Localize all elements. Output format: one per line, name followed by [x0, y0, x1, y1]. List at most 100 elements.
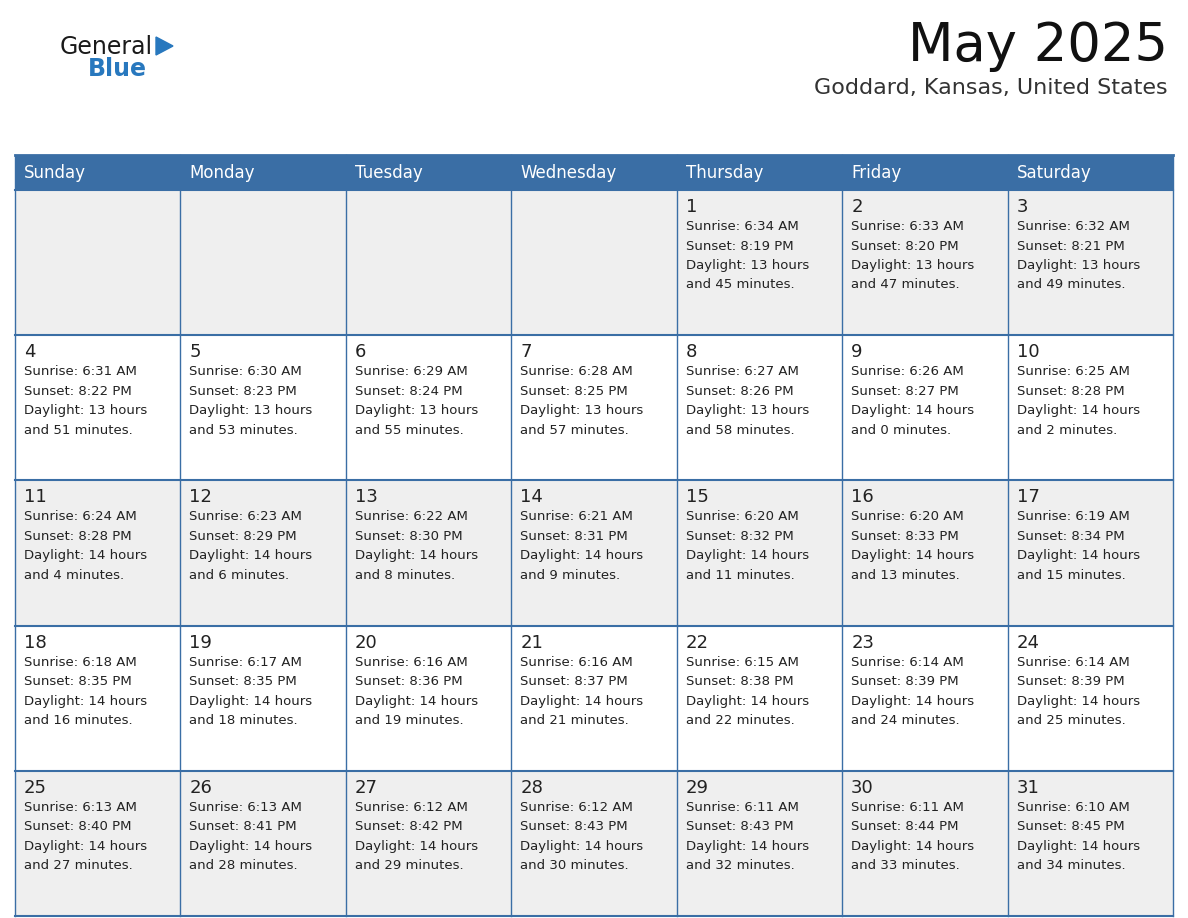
Text: 22: 22 [685, 633, 709, 652]
Text: 24: 24 [1017, 633, 1040, 652]
Bar [181, 625, 346, 771]
Bar [346, 190, 511, 335]
Text: Daylight: 13 hours: Daylight: 13 hours [851, 259, 974, 272]
Text: Sunset: 8:20 PM: Sunset: 8:20 PM [851, 240, 959, 252]
Text: Daylight: 13 hours: Daylight: 13 hours [685, 404, 809, 417]
Text: Daylight: 14 hours: Daylight: 14 hours [24, 840, 147, 853]
Text: Daylight: 14 hours: Daylight: 14 hours [685, 549, 809, 563]
Text: Sunrise: 6:31 AM: Sunrise: 6:31 AM [24, 365, 137, 378]
Text: Sunrise: 6:11 AM: Sunrise: 6:11 AM [685, 800, 798, 813]
Text: Sunset: 8:32 PM: Sunset: 8:32 PM [685, 530, 794, 543]
Text: and 55 minutes.: and 55 minutes. [355, 424, 463, 437]
Bar [15, 625, 181, 771]
Text: and 24 minutes.: and 24 minutes. [851, 714, 960, 727]
Text: and 33 minutes.: and 33 minutes. [851, 859, 960, 872]
Text: 8: 8 [685, 343, 697, 361]
Text: Daylight: 14 hours: Daylight: 14 hours [851, 695, 974, 708]
Text: Sunrise: 6:11 AM: Sunrise: 6:11 AM [851, 800, 963, 813]
Bar [677, 155, 842, 190]
Text: Sunset: 8:44 PM: Sunset: 8:44 PM [851, 821, 959, 834]
Text: and 49 minutes.: and 49 minutes. [1017, 278, 1125, 292]
Text: Sunrise: 6:34 AM: Sunrise: 6:34 AM [685, 220, 798, 233]
Bar [511, 155, 677, 190]
Text: Sunset: 8:19 PM: Sunset: 8:19 PM [685, 240, 794, 252]
Text: Sunset: 8:42 PM: Sunset: 8:42 PM [355, 821, 462, 834]
Text: Daylight: 13 hours: Daylight: 13 hours [355, 404, 478, 417]
Bar [181, 190, 346, 335]
Text: Daylight: 14 hours: Daylight: 14 hours [189, 695, 312, 708]
Bar [677, 190, 842, 335]
Text: Daylight: 14 hours: Daylight: 14 hours [685, 840, 809, 853]
Text: 12: 12 [189, 488, 213, 507]
Bar [346, 155, 511, 190]
Text: Sunrise: 6:16 AM: Sunrise: 6:16 AM [355, 655, 468, 668]
Text: and 9 minutes.: and 9 minutes. [520, 569, 620, 582]
Bar [677, 771, 842, 916]
Text: 25: 25 [24, 778, 48, 797]
Text: Sunset: 8:35 PM: Sunset: 8:35 PM [24, 675, 132, 688]
Text: 2: 2 [851, 198, 862, 216]
Text: Sunrise: 6:12 AM: Sunrise: 6:12 AM [520, 800, 633, 813]
Text: Daylight: 14 hours: Daylight: 14 hours [520, 840, 644, 853]
Text: and 6 minutes.: and 6 minutes. [189, 569, 290, 582]
Bar [842, 335, 1007, 480]
Text: Sunset: 8:22 PM: Sunset: 8:22 PM [24, 385, 132, 397]
Bar [511, 335, 677, 480]
Bar [677, 480, 842, 625]
Text: 19: 19 [189, 633, 213, 652]
Text: and 22 minutes.: and 22 minutes. [685, 714, 795, 727]
Text: Sunrise: 6:32 AM: Sunrise: 6:32 AM [1017, 220, 1130, 233]
Text: Sunrise: 6:26 AM: Sunrise: 6:26 AM [851, 365, 963, 378]
Text: and 45 minutes.: and 45 minutes. [685, 278, 795, 292]
Text: and 16 minutes.: and 16 minutes. [24, 714, 133, 727]
Text: and 28 minutes.: and 28 minutes. [189, 859, 298, 872]
Text: Daylight: 14 hours: Daylight: 14 hours [851, 549, 974, 563]
Text: Daylight: 14 hours: Daylight: 14 hours [1017, 840, 1139, 853]
Text: Sunrise: 6:15 AM: Sunrise: 6:15 AM [685, 655, 798, 668]
Text: Sunrise: 6:22 AM: Sunrise: 6:22 AM [355, 510, 468, 523]
Text: Sunrise: 6:33 AM: Sunrise: 6:33 AM [851, 220, 963, 233]
Bar [677, 335, 842, 480]
Text: and 51 minutes.: and 51 minutes. [24, 424, 133, 437]
Text: Daylight: 14 hours: Daylight: 14 hours [355, 695, 478, 708]
Text: Sunday: Sunday [24, 163, 86, 182]
Text: Sunrise: 6:20 AM: Sunrise: 6:20 AM [851, 510, 963, 523]
Text: Sunrise: 6:13 AM: Sunrise: 6:13 AM [24, 800, 137, 813]
Text: Sunrise: 6:29 AM: Sunrise: 6:29 AM [355, 365, 468, 378]
Text: Wednesday: Wednesday [520, 163, 617, 182]
Bar [15, 335, 181, 480]
Text: and 47 minutes.: and 47 minutes. [851, 278, 960, 292]
Text: Daylight: 14 hours: Daylight: 14 hours [520, 549, 644, 563]
Text: Sunrise: 6:18 AM: Sunrise: 6:18 AM [24, 655, 137, 668]
Text: Sunset: 8:26 PM: Sunset: 8:26 PM [685, 385, 794, 397]
Text: 17: 17 [1017, 488, 1040, 507]
Text: Daylight: 14 hours: Daylight: 14 hours [851, 404, 974, 417]
Text: 18: 18 [24, 633, 46, 652]
Bar [181, 480, 346, 625]
Text: Sunrise: 6:14 AM: Sunrise: 6:14 AM [851, 655, 963, 668]
Text: Daylight: 14 hours: Daylight: 14 hours [520, 695, 644, 708]
Text: Sunrise: 6:25 AM: Sunrise: 6:25 AM [1017, 365, 1130, 378]
Text: 4: 4 [24, 343, 36, 361]
Text: Sunrise: 6:10 AM: Sunrise: 6:10 AM [1017, 800, 1130, 813]
Text: 21: 21 [520, 633, 543, 652]
Text: Sunrise: 6:23 AM: Sunrise: 6:23 AM [189, 510, 302, 523]
Text: and 19 minutes.: and 19 minutes. [355, 714, 463, 727]
Text: Sunrise: 6:17 AM: Sunrise: 6:17 AM [189, 655, 302, 668]
Text: Sunset: 8:24 PM: Sunset: 8:24 PM [355, 385, 462, 397]
Text: and 58 minutes.: and 58 minutes. [685, 424, 795, 437]
Text: Sunset: 8:39 PM: Sunset: 8:39 PM [851, 675, 959, 688]
Text: 6: 6 [355, 343, 366, 361]
Bar [842, 625, 1007, 771]
Text: and 18 minutes.: and 18 minutes. [189, 714, 298, 727]
Text: and 32 minutes.: and 32 minutes. [685, 859, 795, 872]
Bar [842, 480, 1007, 625]
Text: and 0 minutes.: and 0 minutes. [851, 424, 952, 437]
Text: Sunset: 8:36 PM: Sunset: 8:36 PM [355, 675, 462, 688]
Text: Goddard, Kansas, United States: Goddard, Kansas, United States [815, 78, 1168, 98]
Bar [15, 480, 181, 625]
Text: Sunset: 8:43 PM: Sunset: 8:43 PM [685, 821, 794, 834]
Bar [346, 625, 511, 771]
Text: Daylight: 14 hours: Daylight: 14 hours [1017, 695, 1139, 708]
Text: and 21 minutes.: and 21 minutes. [520, 714, 628, 727]
